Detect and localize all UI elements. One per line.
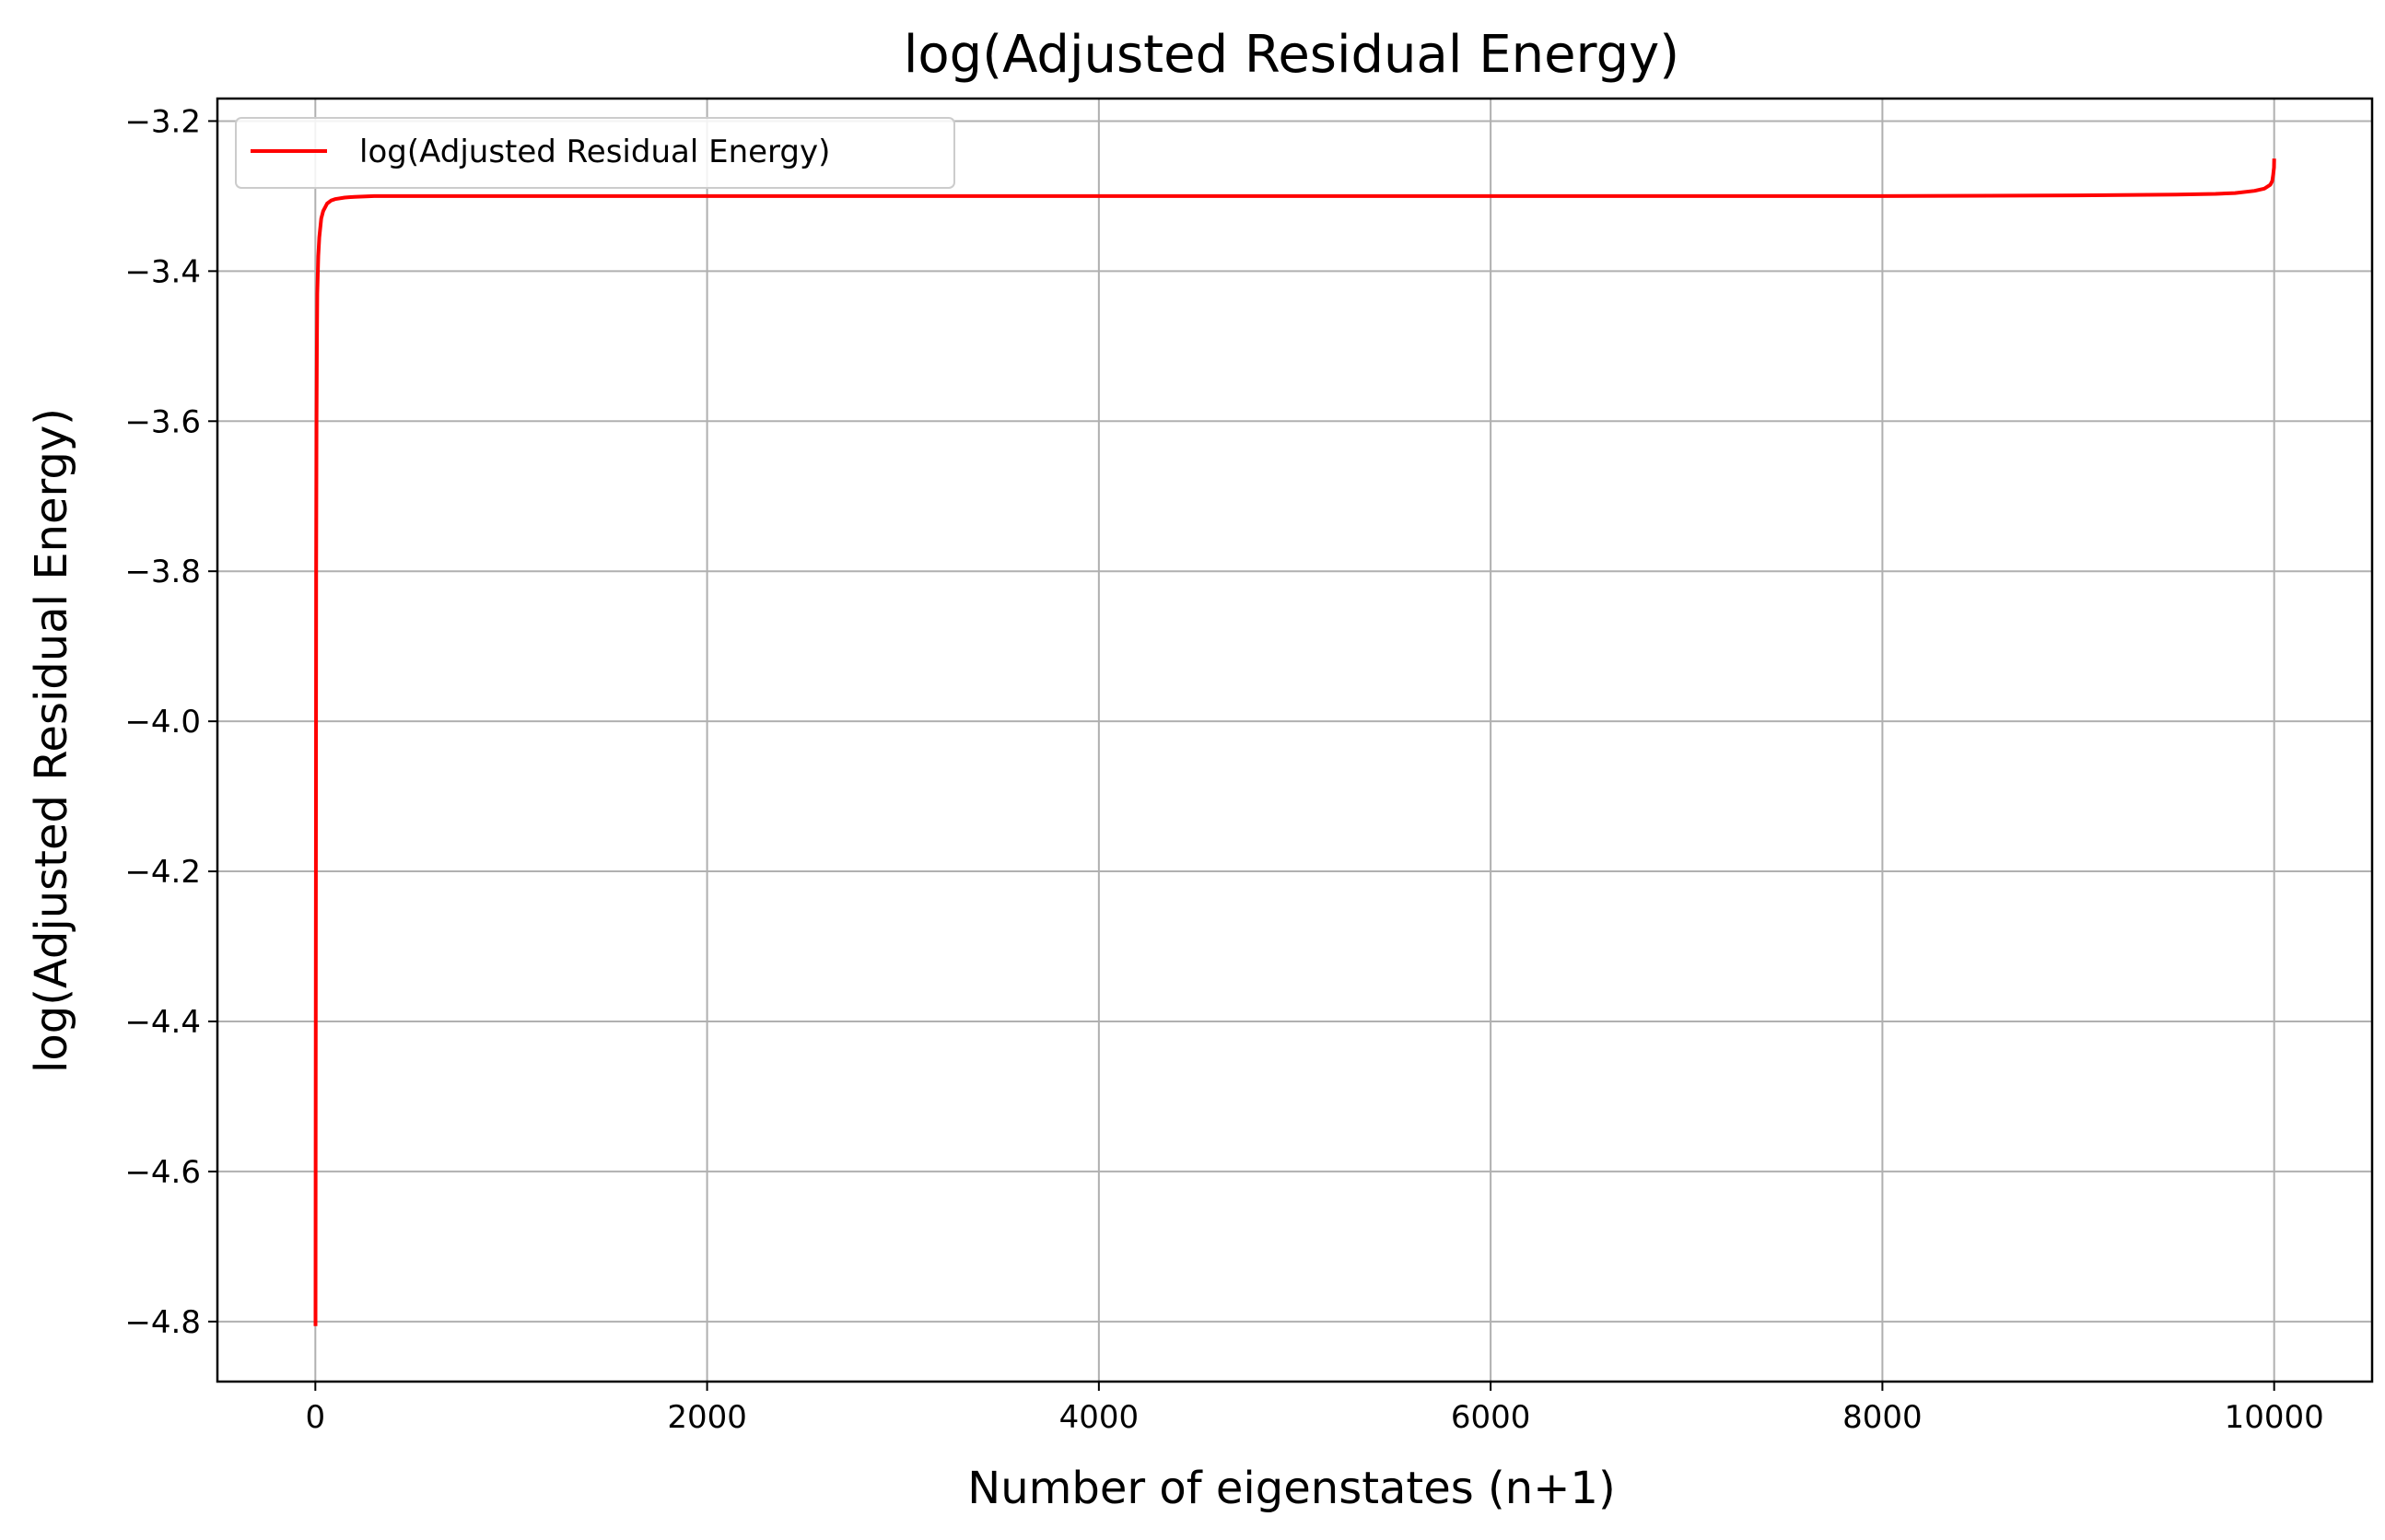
x-tick-label: 6000 (1451, 1399, 1531, 1436)
y-tick-label: −3.4 (124, 253, 201, 290)
x-tick-label: 10000 (2225, 1399, 2324, 1436)
legend-label: log(Adjusted Residual Energy) (359, 134, 830, 170)
x-tick-label: 2000 (667, 1399, 747, 1436)
legend-box (235, 117, 955, 189)
chart-title: log(Adjusted Residual Energy) (904, 25, 1679, 85)
x-axis-ticks: 0 2000 4000 6000 8000 10000 (305, 1382, 2324, 1436)
y-tick-label: −3.8 (124, 554, 201, 590)
y-tick-label: −4.6 (124, 1154, 201, 1191)
y-axis-label: log(Adjusted Residual Energy) (26, 408, 77, 1073)
plot-frame (216, 97, 2374, 1383)
y-tick-label: −4.8 (124, 1304, 201, 1341)
x-tick-label: 8000 (1842, 1399, 1923, 1436)
x-tick-label: 0 (305, 1399, 325, 1436)
x-tick-label: 4000 (1059, 1399, 1140, 1436)
legend: log(Adjusted Residual Energy) (235, 117, 955, 189)
y-tick-label: −3.6 (124, 403, 201, 440)
x-axis-label: Number of eigenstates (n+1) (967, 1463, 1615, 1514)
y-tick-label: −4.4 (124, 1004, 201, 1041)
y-tick-label: −4.2 (124, 854, 201, 891)
y-axis-ticks: −3.2 −3.4 −3.6 −3.8 −4.0 −4.2 −4.4 −4.6 −4.8 (124, 103, 217, 1341)
grid-lines (217, 99, 2372, 1382)
series-line (313, 158, 2276, 1326)
y-tick-label: −4.0 (124, 704, 201, 741)
series-lines (313, 158, 2276, 1326)
y-tick-label: −3.2 (124, 103, 201, 140)
